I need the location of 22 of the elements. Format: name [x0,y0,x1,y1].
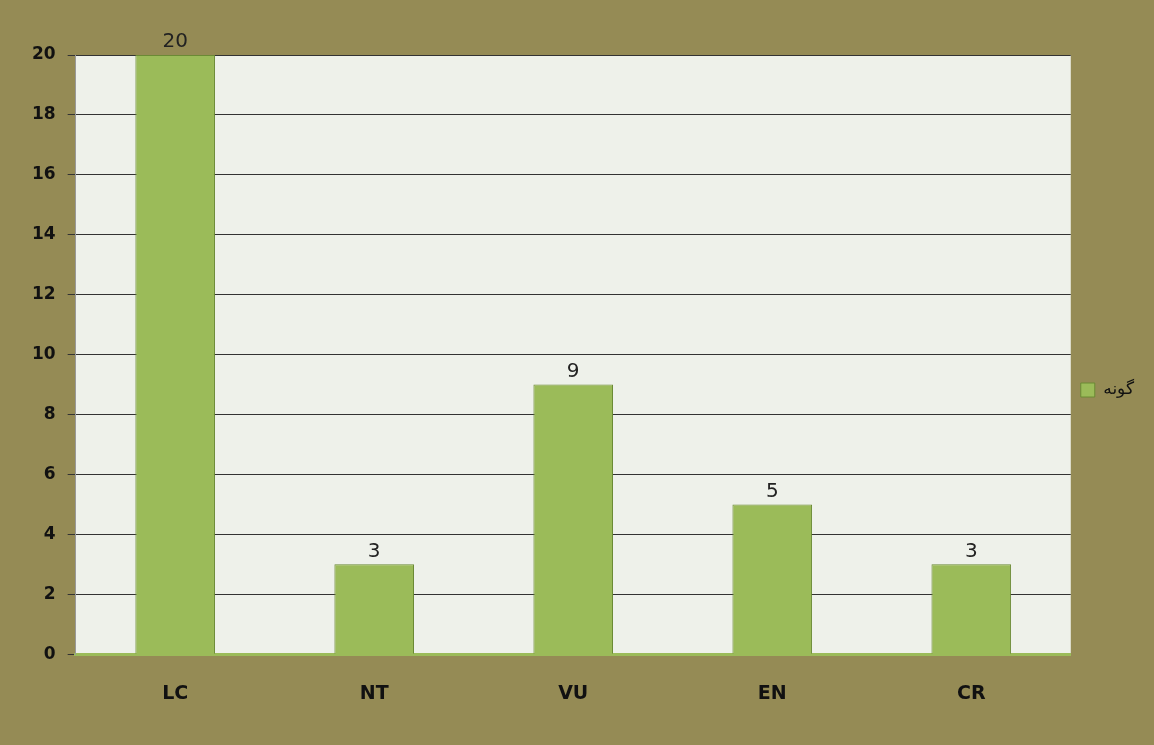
y-tick-label: 2 [43,582,56,603]
x-tick-label: NT [359,680,389,703]
x-tick-label: EN [757,680,787,703]
data-label: 20 [162,28,188,53]
y-tick-label: 8 [43,402,56,423]
y-tick-label: 4 [43,522,56,543]
x-tick-label: CR [956,680,986,703]
data-label: 3 [964,537,978,562]
data-label: 9 [566,357,580,382]
data-label: 3 [367,537,381,562]
y-tick-label: 16 [31,163,56,184]
y-tick-label: 18 [31,103,56,124]
y-tick-label: 14 [31,223,56,244]
y-tick-label: 10 [31,343,56,364]
x-tick-label: VU [558,680,589,703]
x-tick-label: LC [162,680,189,703]
y-tick-label: 12 [31,283,56,304]
y-tick-label: 20 [31,43,56,64]
legend-label: گونه [1103,378,1135,399]
y-tick-label: 0 [43,642,56,663]
data-label: 5 [765,477,779,502]
y-tick-label: 6 [43,462,56,483]
